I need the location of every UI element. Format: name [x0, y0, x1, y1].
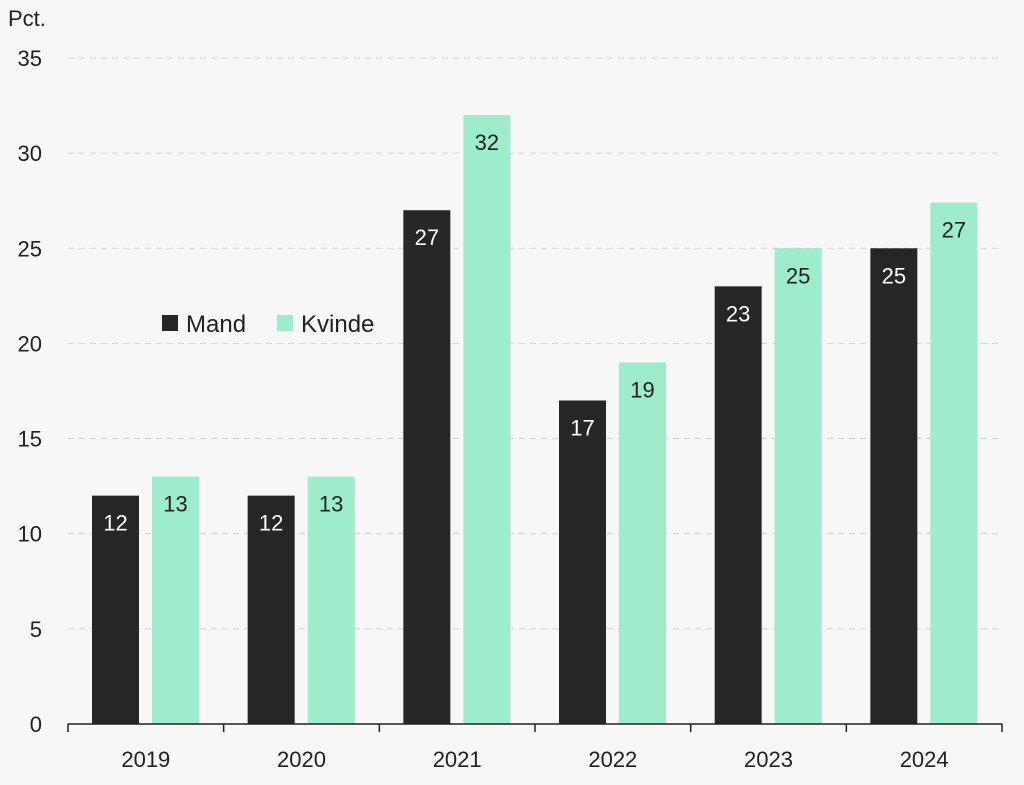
- x-tick-label: 2019: [121, 747, 170, 772]
- y-unit-label: Pct.: [8, 6, 46, 31]
- y-tick-label: 35: [18, 46, 42, 71]
- bar: [92, 495, 139, 724]
- legend-label: Mand: [186, 311, 246, 338]
- x-tick-label: 2024: [900, 747, 949, 772]
- data-label: 23: [726, 301, 750, 326]
- data-label: 12: [259, 511, 283, 536]
- gridlines: [68, 57, 1002, 630]
- y-tick-label: 10: [18, 522, 42, 547]
- data-label: 17: [570, 416, 594, 441]
- data-label: 25: [882, 263, 906, 288]
- y-tick-label: 30: [18, 141, 42, 166]
- y-tick-label: 15: [18, 427, 42, 452]
- legend: Mand Kvinde: [162, 311, 374, 338]
- bar: [403, 210, 451, 724]
- data-label: 12: [103, 511, 127, 536]
- y-tick-label: 25: [18, 236, 42, 261]
- data-label: 13: [319, 492, 343, 517]
- data-label: 27: [942, 218, 966, 243]
- bar: [307, 476, 355, 724]
- bar: [714, 286, 762, 724]
- bar: [559, 400, 606, 724]
- bar: [463, 115, 511, 725]
- x-tick-label: 2020: [277, 747, 326, 772]
- data-label: 13: [163, 492, 187, 517]
- y-tick-label: 0: [30, 712, 42, 737]
- bars: [92, 115, 978, 725]
- legend-label: Kvinde: [301, 311, 374, 338]
- bar: [870, 248, 918, 725]
- legend-swatch: [162, 315, 178, 331]
- y-tick-label: 20: [18, 331, 42, 356]
- y-tick-label: 5: [30, 617, 42, 642]
- axes: 0 5 10 15 20 25 30 35 2019 2020 2021 2022 2023 2024: [18, 46, 1003, 772]
- x-tick-label: 2023: [744, 747, 793, 772]
- data-labels: 12 13 12 13 27 32 17 19 23 25 25 27: [103, 130, 966, 536]
- bar: [247, 495, 295, 724]
- x-tick-label: 2022: [588, 747, 637, 772]
- bar: [930, 202, 978, 725]
- data-label: 25: [786, 263, 810, 288]
- bar: [774, 248, 822, 725]
- data-label: 19: [630, 377, 654, 402]
- legend-swatch: [277, 315, 293, 331]
- x-tick-label: 2021: [433, 747, 482, 772]
- bar: [619, 362, 666, 724]
- bar: [152, 476, 199, 724]
- data-label: 32: [475, 130, 499, 155]
- data-label: 27: [415, 225, 439, 250]
